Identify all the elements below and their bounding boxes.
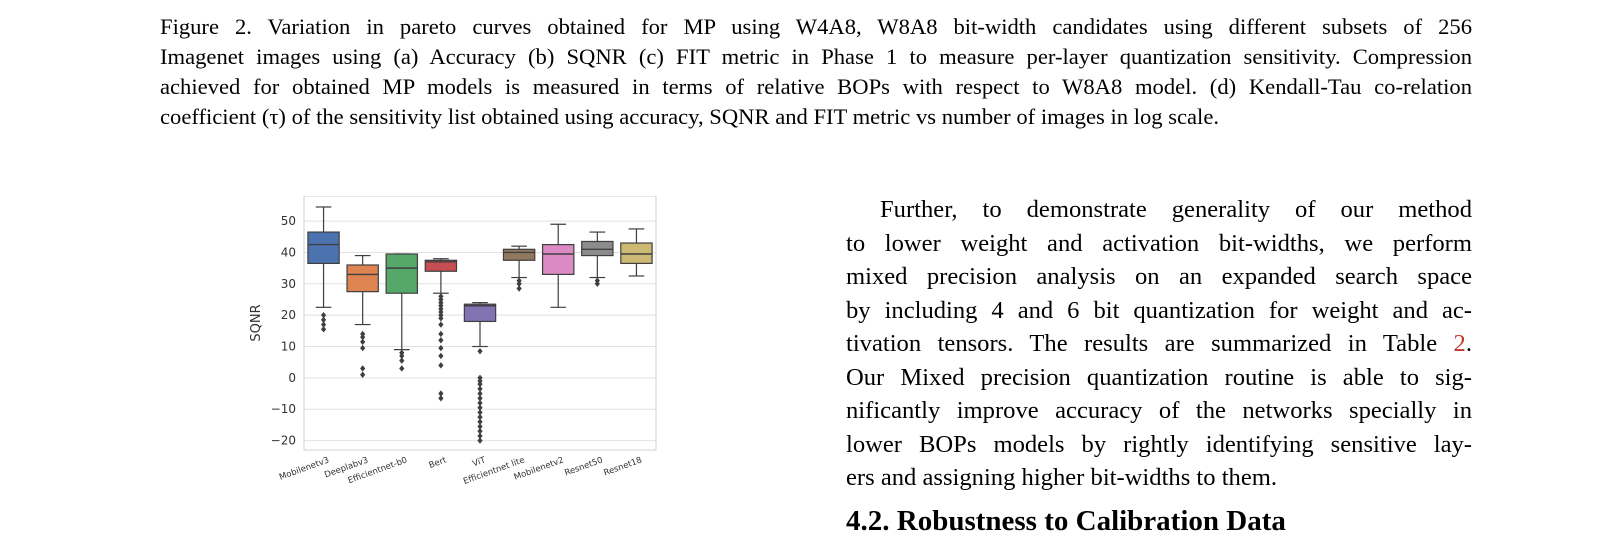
iqr-box: [581, 240, 614, 257]
outlier-point: [594, 280, 600, 288]
outlier-point: [477, 380, 483, 388]
x-tick-label: Resnet50: [563, 455, 604, 478]
body-line-text: tivation tensors. The results are summar…: [846, 330, 1454, 357]
x-tick-label: Mobilenetv3: [278, 455, 331, 482]
outlier-point: [360, 365, 366, 372]
body-line: nificantly improve accuracy of the netwo…: [846, 397, 1472, 424]
outlier-point: [438, 352, 444, 360]
y-tick-label: 20: [281, 308, 296, 322]
outlier-point: [477, 427, 483, 435]
box-efficientnet-b0: [385, 253, 419, 372]
body-line: to lower weight and activation bit-width…: [846, 229, 1472, 257]
y-tick-label: −20: [271, 434, 296, 448]
x-tick-label: Resnet18: [603, 455, 644, 478]
y-tick-label: 40: [281, 245, 296, 259]
iqr-box: [620, 242, 653, 265]
box-resnet18: [620, 228, 653, 277]
outlier-point: [360, 344, 366, 352]
outlier-point: [438, 395, 444, 402]
caption-line: coefficient (τ) of the sensitivity list …: [160, 104, 1220, 129]
iqr-box: [424, 259, 458, 272]
outlier-point: [516, 280, 522, 288]
iqr-box: [307, 231, 340, 265]
outlier-point: [320, 316, 327, 324]
box-efficientnet-lite: [502, 245, 536, 292]
outlier-point: [477, 399, 483, 407]
y-tick-label: 0: [288, 371, 296, 385]
box-vit: [463, 302, 497, 444]
y-tick-label: 50: [281, 214, 296, 228]
outlier-point: [477, 423, 483, 430]
box-resnet50: [581, 231, 614, 288]
outlier-point: [477, 385, 483, 393]
body-line: by including 4 and 6 bit quantization fo…: [846, 296, 1472, 324]
y-tick-label: 30: [281, 277, 296, 291]
section-heading: 4.2. Robustness to Calibration Data: [846, 505, 1286, 537]
caption-line: Figure 2. Variation in pareto curves obt…: [160, 14, 1472, 39]
outlier-point: [320, 311, 327, 319]
iqr-box: [502, 248, 536, 261]
box-bert: [424, 258, 458, 402]
body-line: Our Mixed precision quantization routine…: [846, 363, 1472, 391]
body-paragraph: Further, to demonstrate generality of ou…: [846, 193, 1472, 495]
outlier-point: [516, 285, 522, 292]
outlier-point: [438, 330, 444, 338]
table-reference-link[interactable]: 2: [1453, 330, 1466, 357]
x-tick-label: ViT: [471, 455, 488, 469]
iqr-box: [541, 244, 575, 275]
box-mobilenetv3: [307, 206, 340, 333]
boxes: [307, 206, 653, 444]
outlier-point: [438, 344, 444, 352]
caption-line: achieved for obtained MP models is measu…: [160, 74, 1472, 99]
outlier-point: [477, 418, 483, 425]
outlier-point: [477, 404, 483, 411]
outlier-point: [399, 365, 405, 372]
outlier-point: [360, 371, 366, 378]
body-line: lower BOPs models by rightly identifying…: [846, 430, 1472, 458]
outlier-point: [477, 432, 483, 440]
outlier-point: [477, 413, 483, 421]
box-deeplabv3: [346, 254, 379, 378]
iqr-box: [463, 303, 497, 323]
sqnr-boxplot: 50 40 30 20 10 0 −10 −20 SQNR Mobilenetv3Deepla…: [249, 195, 657, 487]
outlier-point: [438, 337, 444, 344]
outlier-point: [477, 437, 483, 444]
iqr-box: [385, 253, 419, 294]
outlier-point: [477, 395, 483, 402]
box-mobilenetv2: [541, 223, 575, 308]
period: .: [1465, 330, 1472, 357]
y-axis: 50 40 30 20 10 0 −10 −20: [271, 214, 296, 448]
x-tick-label: Bert: [428, 455, 449, 471]
outlier-point: [399, 357, 405, 364]
sqnr-boxplot-figure: 50 40 30 20 10 0 −10 −20 SQNR Mobilenetv3 Deepla…: [249, 195, 700, 526]
outlier-point: [438, 321, 444, 328]
outlier-point: [320, 326, 327, 333]
iqr-box: [346, 264, 379, 293]
outlier-point: [477, 348, 483, 355]
outlier-point: [360, 338, 366, 346]
outlier-point: [399, 352, 405, 360]
y-tick-label: 10: [281, 340, 296, 354]
caption-line: Imagenet images using (a) Accuracy (b) S…: [160, 44, 1472, 69]
body-line: ers and assigning higher bit-widths to t…: [846, 464, 1278, 491]
y-axis-label: SQNR: [250, 304, 264, 341]
figure-caption: Figure 2. Variation in pareto curves obt…: [160, 12, 1472, 132]
body-line: mixed precision analysis on an expanded …: [846, 263, 1472, 290]
outlier-point: [477, 409, 483, 416]
outlier-point: [438, 362, 444, 369]
body-line-with-ref: tivation tensors. The results are summar…: [846, 327, 1472, 361]
y-tick-label: −10: [271, 402, 296, 416]
body-line: Further, to demonstrate generality of ou…: [880, 196, 1472, 223]
outlier-point: [477, 390, 483, 397]
plot-frame: [303, 195, 657, 451]
